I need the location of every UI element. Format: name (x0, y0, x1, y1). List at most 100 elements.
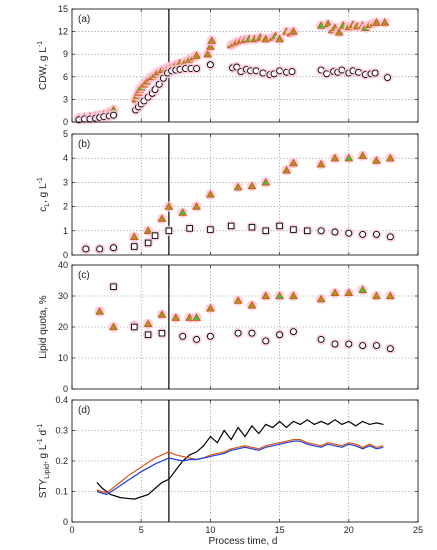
data-point-triangle (247, 300, 257, 309)
data-point-triangle (334, 27, 344, 36)
data-point-square (144, 239, 152, 247)
data-point-square (144, 331, 152, 339)
data-point-triangle (261, 34, 271, 43)
data-point-circle (110, 244, 117, 252)
data-point-triangle (275, 291, 284, 300)
x-tick-label: 10 (205, 525, 215, 535)
data-point-circle (110, 111, 117, 119)
data-point-triangle (261, 291, 271, 300)
data-point-square (207, 226, 214, 233)
data-point-triangle (109, 322, 118, 331)
data-point-circle (331, 340, 339, 348)
data-point-triangle (129, 232, 139, 241)
series-line-orange (96, 439, 384, 494)
data-point-triangle (206, 42, 215, 50)
data-point-triangle (143, 319, 153, 328)
data-point-circle (373, 342, 380, 350)
data-point-triangle (358, 151, 368, 159)
y-axis-label: STYLipid, g L-1 d-1 (37, 424, 51, 499)
data-point-triangle (344, 288, 354, 297)
data-point-triangle (380, 18, 390, 26)
data-point-triangle (233, 296, 243, 304)
data-point-circle (262, 337, 270, 345)
data-point-circle (373, 230, 380, 238)
data-point-triangle (171, 313, 181, 321)
data-point-square (131, 323, 138, 331)
y-tick-label: 40 (58, 260, 68, 270)
data-point-circle (317, 335, 325, 343)
y-tick-label: 0.2 (55, 456, 68, 466)
data-point-triangle (203, 49, 213, 58)
data-point-triangle (385, 153, 395, 162)
data-point-square (110, 283, 117, 290)
data-point-triangle (192, 313, 201, 321)
data-point-square (227, 222, 235, 230)
y-tick-label: 6 (63, 72, 68, 82)
panel-2: 0 1 2 3 4 5 (b) cL, g L-1 (37, 129, 419, 260)
y-tick-label: 5 (63, 129, 68, 139)
data-point-circle (317, 227, 325, 235)
data-point-triangle (372, 291, 381, 300)
data-point-triangle (192, 51, 201, 59)
data-point-square (262, 227, 270, 235)
data-point-triangle (289, 291, 298, 300)
series-line-blue (96, 440, 384, 496)
y-axis-label: CDW, g L-1 (37, 41, 49, 90)
y-tick-label: 0.1 (55, 487, 68, 497)
data-point-triangle (344, 153, 354, 162)
data-point-circle (96, 245, 104, 253)
y-axis-label: Lipid quota, % (38, 295, 49, 358)
plot-frame (71, 133, 419, 256)
data-point-triangle (178, 208, 188, 216)
y-tick-label: 3 (63, 94, 68, 104)
data-point-triangle (323, 19, 333, 28)
data-point-circle (371, 69, 379, 77)
y-tick-label: 12 (58, 27, 68, 37)
plot-frame (71, 8, 419, 123)
data-point-square (151, 232, 159, 239)
y-tick-label: 15 (58, 4, 68, 14)
x-axis-label: Process time, d (209, 536, 278, 547)
data-point-triangle (372, 156, 381, 164)
data-point-circle (345, 229, 353, 237)
y-tick-label: 10 (58, 353, 68, 363)
data-point-circle (193, 335, 201, 343)
panel-label: (c) (78, 270, 90, 281)
panel-3: 0 10 20 30 40 (c) Lipid quota, % (38, 260, 419, 394)
x-tick-label: 15 (275, 525, 285, 535)
data-point-triangle (164, 202, 174, 210)
data-point-triangle (372, 18, 381, 26)
y-tick-label: 1 (63, 226, 68, 236)
y-tick-label: 0 (63, 250, 68, 260)
data-point-triangle (157, 310, 167, 318)
data-point-square (165, 227, 173, 235)
data-point-triangle (282, 165, 291, 174)
data-point-circle (193, 65, 201, 72)
series-line-black (96, 419, 384, 500)
data-point-triangle (143, 226, 153, 234)
panel-label: (a) (78, 14, 90, 25)
y-tick-label: 0.3 (55, 426, 68, 436)
data-point-circle (206, 332, 214, 340)
data-point-triangle (206, 189, 215, 198)
y-tick-label: 0 (63, 384, 68, 394)
data-point-square (186, 225, 193, 232)
data-point-triangle (289, 158, 298, 167)
panel-1: 0 3 6 9 12 15 (a) CDW, g L-1 (37, 4, 419, 127)
data-point-circle (331, 228, 339, 236)
data-point-circle (82, 245, 90, 253)
x-tick-label: 25 (413, 525, 423, 535)
y-tick-label: 9 (63, 49, 68, 59)
data-point-square (158, 329, 166, 337)
data-point-triangle (247, 181, 257, 190)
panel-label: (b) (78, 139, 90, 150)
y-tick-label: 4 (63, 153, 68, 163)
data-point-triangle (206, 303, 215, 312)
panel-4: 0 5 10 15 20 25 0 0.1 0.2 0.3 0.4 (d) STYLipid, g L-… (37, 395, 423, 535)
data-point-circle (386, 345, 394, 353)
plot-frame (71, 264, 419, 390)
data-point-square (290, 226, 297, 233)
data-point-triangle (358, 285, 368, 293)
data-point-circle (384, 74, 392, 82)
